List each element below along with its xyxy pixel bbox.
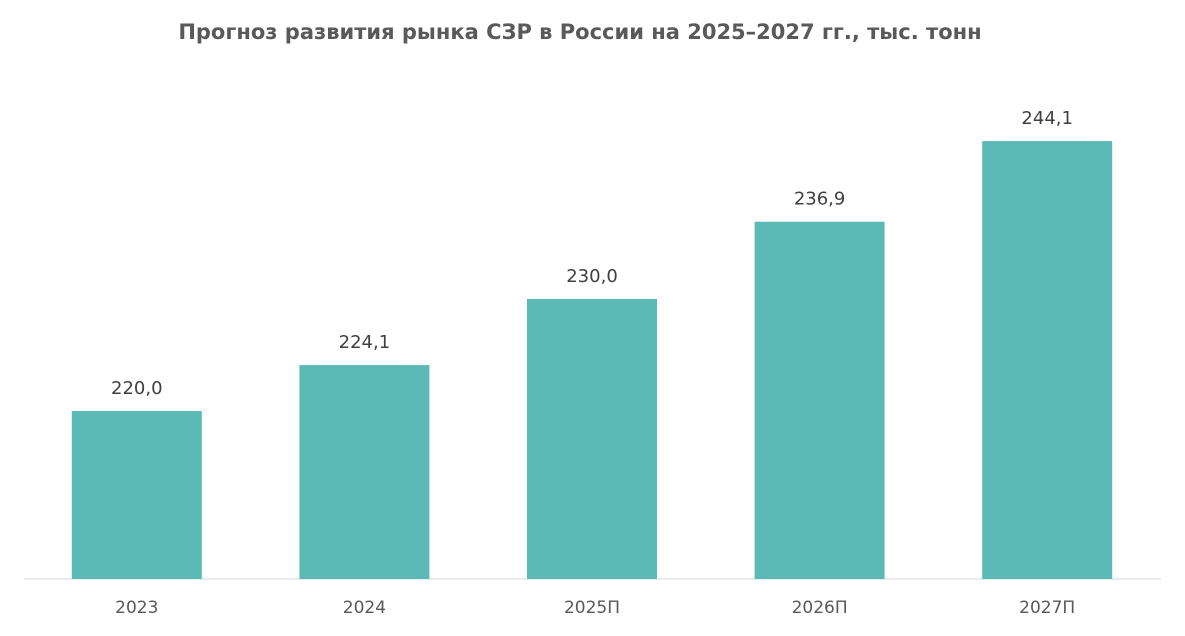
value-label: 230,0 [566, 266, 618, 287]
chart-title: Прогноз развития рынка СЗР в России на 2… [178, 20, 981, 44]
bar [527, 299, 657, 579]
bar [299, 365, 430, 579]
x-tick-label: 2026П [792, 598, 848, 618]
bar [754, 221, 885, 579]
x-tick-label: 2025П [564, 598, 620, 618]
value-label: 244,1 [1021, 108, 1073, 129]
value-label: 236,9 [794, 189, 846, 210]
bar [982, 141, 1113, 579]
value-label: 220,0 [111, 378, 163, 399]
value-label: 224,1 [339, 332, 391, 353]
bar [71, 411, 202, 579]
x-tick-label: 2027П [1019, 598, 1075, 618]
x-tick-label: 2023 [115, 598, 158, 618]
x-tick-label: 2024 [343, 598, 386, 618]
